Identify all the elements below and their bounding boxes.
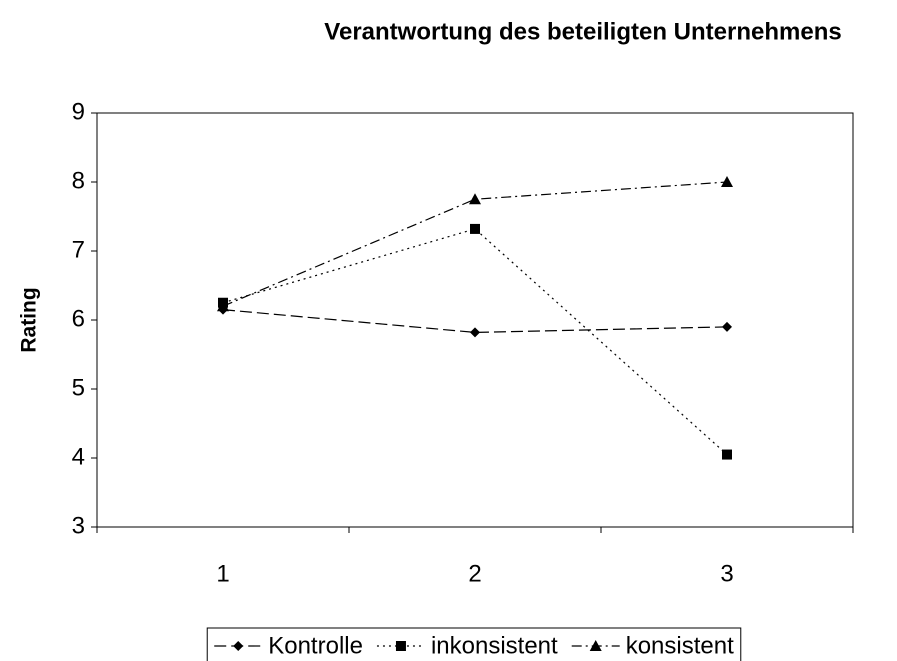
marker (722, 321, 732, 332)
y-tick-label: 6 (72, 305, 85, 332)
legend-label: Kontrolle (268, 632, 363, 659)
x-tick-label: 2 (468, 560, 481, 587)
y-tick-label: 5 (72, 374, 85, 401)
y-tick-label: 8 (72, 167, 85, 194)
x-tick-label: 1 (216, 560, 229, 587)
marker (722, 449, 732, 460)
marker (470, 223, 480, 234)
marker (395, 641, 406, 651)
legend-box (206, 627, 742, 661)
x-tick-label: 3 (720, 560, 733, 587)
marker (470, 327, 480, 338)
legend-item: Kontrolle (214, 632, 363, 659)
legend: Kontrolle inkonsistent konsistent (206, 627, 742, 661)
series-line (222, 181, 728, 307)
marker (721, 176, 733, 187)
marker (233, 641, 244, 651)
legend-item: konsistent (571, 632, 734, 659)
marker (469, 193, 481, 205)
marker (589, 640, 602, 651)
legend-label: inkonsistent (431, 632, 558, 659)
chart-title: Verantwortung des beteiligten Unternehme… (324, 18, 841, 45)
y-tick-label: 4 (72, 443, 85, 470)
marker (217, 300, 229, 312)
series-line (222, 228, 728, 455)
plot-frame (96, 112, 854, 528)
y-tick-label: 9 (72, 98, 85, 125)
y-tick-label: 3 (72, 512, 85, 539)
y-tick-label: 7 (72, 236, 85, 263)
legend-item: inkonsistent (376, 632, 558, 659)
legend-label: konsistent (626, 632, 734, 659)
y-axis-label: Rating (18, 287, 41, 352)
